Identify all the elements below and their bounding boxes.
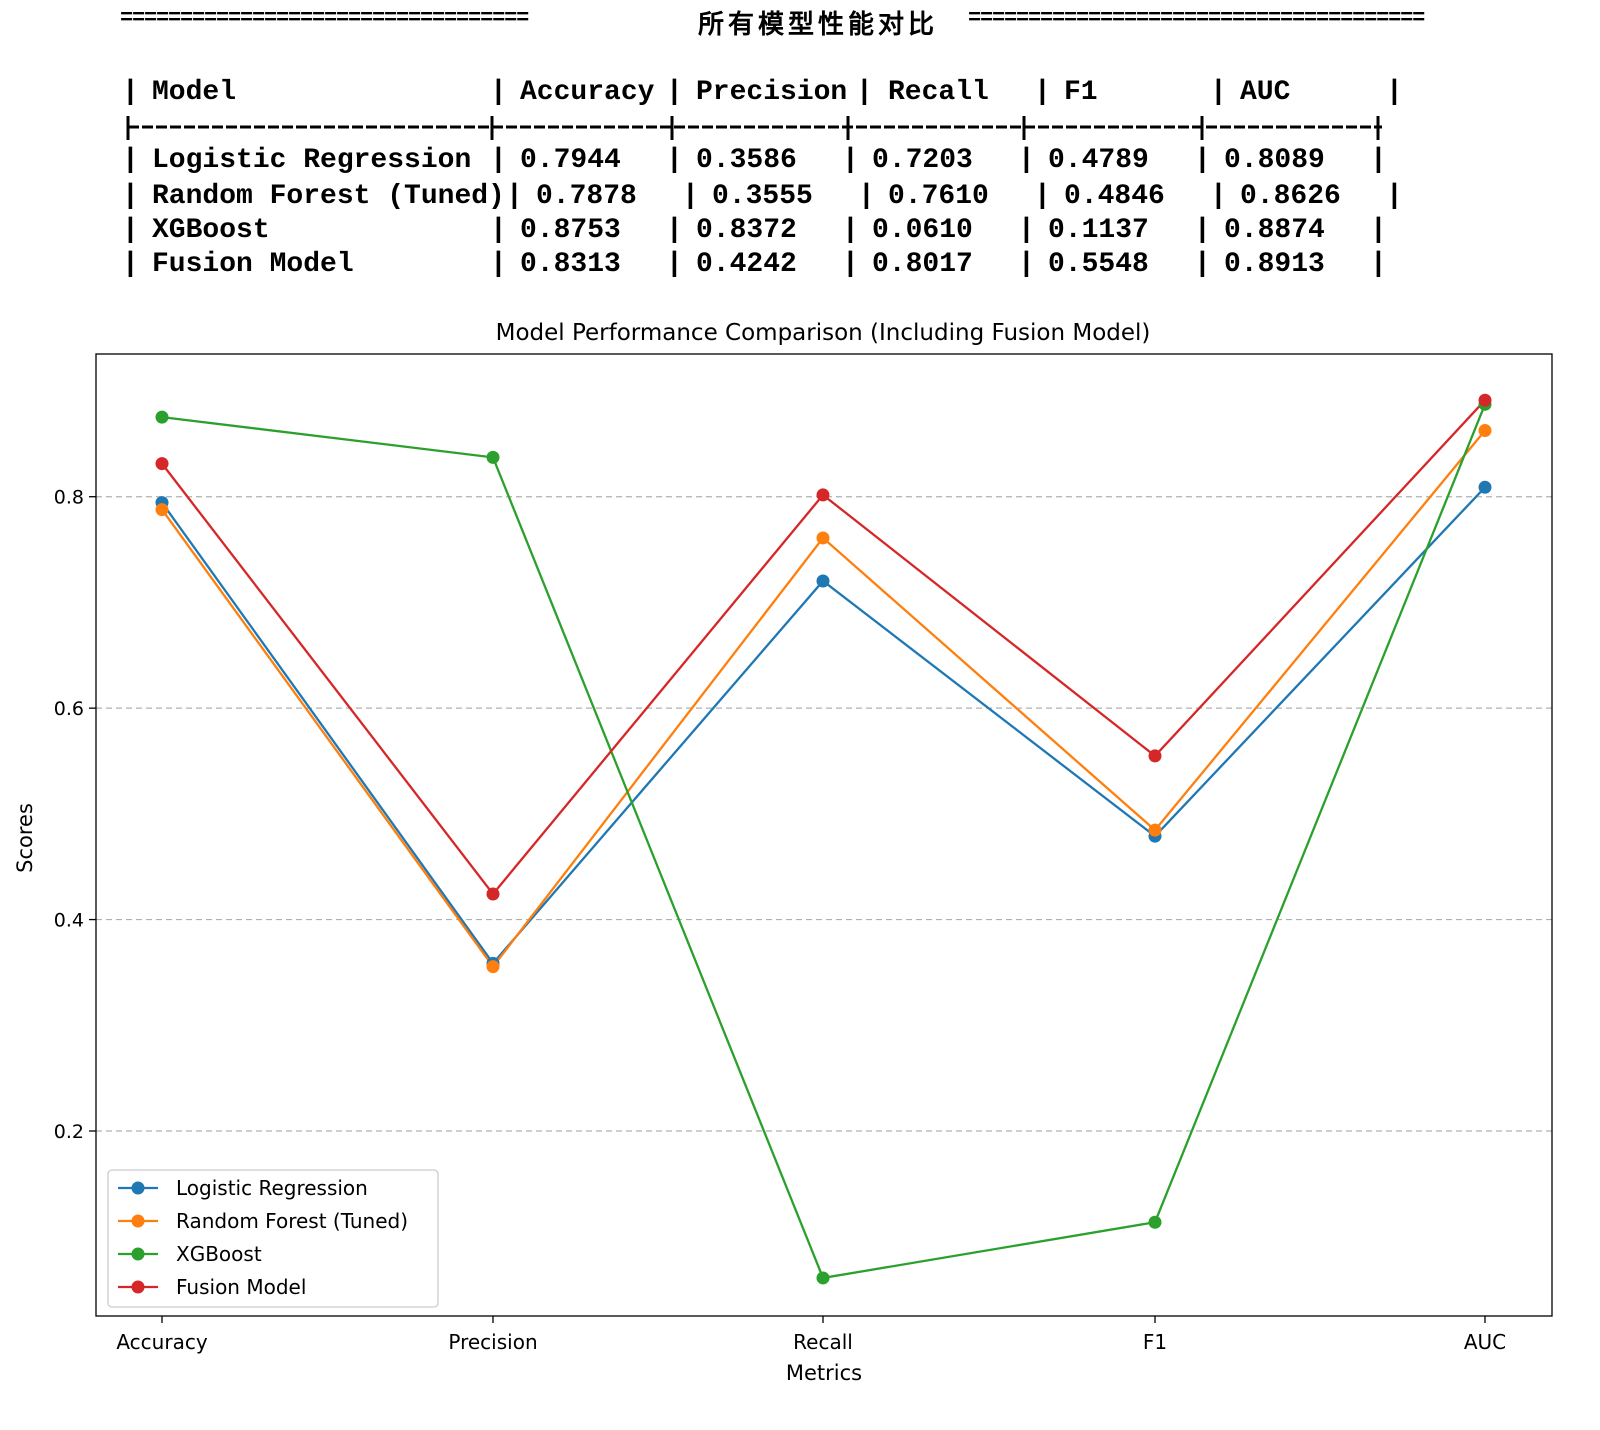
table-header-cell: Accuracy bbox=[520, 77, 655, 108]
data-point bbox=[486, 887, 500, 901]
data-point bbox=[155, 503, 169, 517]
table-row: | Fusion Model | 0.8313 | 0.4242 | 0.801… bbox=[122, 249, 1387, 280]
x-tick-label: F1 bbox=[1143, 1330, 1167, 1354]
y-tick-label: 0.4 bbox=[54, 910, 84, 932]
table-pipe: | bbox=[1034, 77, 1051, 108]
line-chart: Model Performance Comparison (Including … bbox=[13, 320, 1553, 1385]
table-cell: 0.1137 bbox=[1048, 215, 1149, 246]
data-point bbox=[1478, 480, 1492, 494]
chart-title: Model Performance Comparison (Including … bbox=[496, 320, 1151, 346]
legend-label: Logistic Regression bbox=[176, 1176, 368, 1200]
legend-box bbox=[107, 1169, 439, 1308]
legend-marker bbox=[131, 1280, 145, 1294]
table-cell: Random Forest (Tuned) bbox=[152, 181, 505, 212]
table-cell: 0.8313 bbox=[520, 249, 621, 280]
plot-frame bbox=[95, 353, 1553, 1317]
table-row: | XGBoost | 0.8753 | 0.8372 | 0.0610 | 0… bbox=[122, 215, 1387, 246]
table-cell: 0.8626 bbox=[1240, 181, 1341, 212]
data-point bbox=[816, 531, 830, 545]
table-pipe: | bbox=[1210, 77, 1227, 108]
table-cell: 0.4846 bbox=[1064, 181, 1165, 212]
y-axis-label: Scores bbox=[13, 803, 37, 873]
grid-lines bbox=[96, 496, 1552, 1132]
table-separator bbox=[126, 116, 1382, 140]
y-tick-label: 0.2 bbox=[54, 1121, 84, 1143]
legend-label: Fusion Model bbox=[176, 1275, 306, 1299]
table-cell: 0.7878 bbox=[536, 181, 637, 212]
series-group bbox=[155, 393, 1492, 1285]
data-point bbox=[155, 457, 169, 471]
table-pipe: | bbox=[490, 77, 507, 108]
legend-marker bbox=[131, 1247, 145, 1261]
table-cell: 0.4242 bbox=[696, 249, 797, 280]
table-cell: 0.8753 bbox=[520, 215, 621, 246]
data-point bbox=[155, 410, 169, 424]
table-row: | Random Forest (Tuned) | 0.7878 | 0.355… bbox=[122, 181, 1403, 212]
table-header-cell: F1 bbox=[1064, 77, 1098, 108]
table-cell: 0.8089 bbox=[1224, 145, 1325, 176]
legend-label: Random Forest (Tuned) bbox=[176, 1209, 408, 1233]
legend-label: XGBoost bbox=[176, 1242, 262, 1266]
banner-left-rule: ================================== bbox=[120, 6, 529, 31]
table-cell: 0.3586 bbox=[696, 145, 797, 176]
table-cell: 0.3555 bbox=[712, 181, 813, 212]
table-cell: 0.8372 bbox=[696, 215, 797, 246]
table-cell: 0.4789 bbox=[1048, 145, 1149, 176]
table-header-cell: AUC bbox=[1240, 77, 1291, 108]
series-line bbox=[161, 486, 1486, 966]
data-point bbox=[1148, 749, 1162, 763]
table-cell: Logistic Regression bbox=[152, 145, 472, 176]
data-point bbox=[816, 574, 830, 588]
table-header-cell: Model bbox=[152, 77, 237, 108]
table-row: | Logistic Regression | 0.7944 | 0.3586 … bbox=[122, 145, 1387, 176]
data-point bbox=[486, 450, 500, 464]
table-cell: 0.7203 bbox=[872, 145, 973, 176]
table-cell: 0.0610 bbox=[872, 215, 973, 246]
data-point bbox=[816, 488, 830, 502]
table-cell: 0.8874 bbox=[1224, 215, 1325, 246]
table-header-cell: Recall bbox=[888, 77, 989, 108]
data-point bbox=[816, 1271, 830, 1285]
table-cell: 0.7610 bbox=[888, 181, 989, 212]
x-axis-label: Metrics bbox=[786, 1361, 862, 1385]
legend: Logistic Regression Random Forest (Tuned)… bbox=[107, 1169, 439, 1308]
table-cell: 0.8017 bbox=[872, 249, 973, 280]
data-point bbox=[1478, 424, 1492, 438]
x-tick-label: Recall bbox=[793, 1330, 853, 1354]
table-cell: 0.8913 bbox=[1224, 249, 1325, 280]
table-cell: 0.7944 bbox=[520, 145, 621, 176]
table-pipe: | bbox=[1386, 77, 1403, 108]
table-header-row: | Model | Accuracy | Precision | Recall … bbox=[0, 76, 1600, 110]
banner-title: 所有模型性能对比 bbox=[698, 10, 939, 40]
table-cell: XGBoost bbox=[152, 215, 270, 246]
series-line bbox=[161, 399, 1486, 896]
data-point bbox=[1148, 823, 1162, 837]
table-pipe: | bbox=[856, 77, 873, 108]
x-tick-label: Accuracy bbox=[116, 1330, 207, 1354]
y-tick-label: 0.6 bbox=[54, 698, 84, 720]
table-cell: Fusion Model bbox=[152, 249, 354, 280]
legend-marker bbox=[131, 1214, 145, 1228]
y-axis-ticks: 0.2 0.4 0.6 0.8 bbox=[54, 487, 96, 1143]
data-point bbox=[1148, 1215, 1162, 1229]
x-axis-ticks: Accuracy Precision Recall F1 AUC bbox=[116, 1316, 1506, 1354]
table-pipe: | bbox=[122, 77, 139, 108]
table-pipe: | bbox=[666, 77, 683, 108]
banner: ================================== 所有模型性… bbox=[0, 0, 1600, 50]
y-tick-label: 0.8 bbox=[54, 487, 84, 509]
banner-right-rule: ====================================== bbox=[968, 6, 1425, 31]
x-tick-label: AUC bbox=[1464, 1330, 1506, 1354]
data-point bbox=[486, 960, 500, 974]
data-point bbox=[1478, 393, 1492, 407]
x-tick-label: Precision bbox=[448, 1330, 537, 1354]
table-cell: 0.5548 bbox=[1048, 249, 1149, 280]
legend-marker bbox=[131, 1181, 145, 1195]
table-header-cell: Precision bbox=[696, 77, 848, 108]
